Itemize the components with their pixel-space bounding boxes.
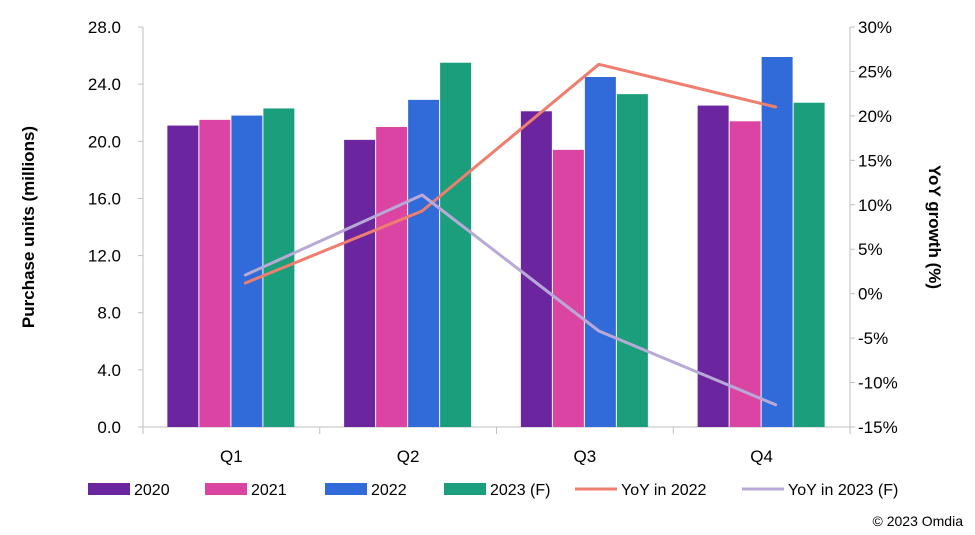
legend-label-2023-f-: 2023 (F) xyxy=(490,482,550,499)
legend-label-2020: 2020 xyxy=(134,482,170,499)
legend-label-yoy-in-2023-f-: YoY in 2023 (F) xyxy=(788,482,898,499)
y2-tick-label: 20% xyxy=(858,107,892,126)
y-tick-label: 8.0 xyxy=(97,304,121,323)
bar-2023-f--q4 xyxy=(793,102,825,427)
y-tick-label: 4.0 xyxy=(97,361,121,380)
legend-swatch-2023-f- xyxy=(444,483,486,495)
bar-2020-q2 xyxy=(344,139,376,427)
bar-2021-q1 xyxy=(199,119,231,427)
y2-tick-label: 25% xyxy=(858,62,892,81)
bar-2022-q1 xyxy=(231,115,263,428)
y2-tick-label: -15% xyxy=(858,418,898,437)
legend-label-2022: 2022 xyxy=(371,482,407,499)
bar-2023-f--q2 xyxy=(440,62,472,427)
y2-tick-label: -5% xyxy=(858,329,888,348)
x-tick-label: Q4 xyxy=(750,447,773,466)
y-tick-label: 16.0 xyxy=(88,189,121,208)
copyright-text: © 2023 Omdia xyxy=(872,513,963,529)
bar-2022-q3 xyxy=(584,77,616,427)
y2-tick-label: 10% xyxy=(858,196,892,215)
y-tick-label: 12.0 xyxy=(88,247,121,266)
bar-2021-q3 xyxy=(552,149,584,427)
bar-2022-q2 xyxy=(408,99,440,427)
y2-tick-label: 30% xyxy=(858,18,892,37)
bar-2021-q2 xyxy=(376,127,408,427)
bar-2023-f--q3 xyxy=(616,94,648,428)
legend-label-yoy-in-2022: YoY in 2022 xyxy=(621,482,707,499)
y2-tick-label: 5% xyxy=(858,240,883,259)
x-tick-label: Q1 xyxy=(220,447,243,466)
y-axis-title: Purchase units (millions) xyxy=(19,126,38,328)
y-tick-label: 20.0 xyxy=(88,132,121,151)
y2-axis-title: YoY growth (%) xyxy=(925,165,944,289)
bar-2020-q3 xyxy=(520,111,552,428)
legend-label-2021: 2021 xyxy=(251,482,287,499)
bar-2021-q4 xyxy=(729,121,761,428)
y2-tick-label: 15% xyxy=(858,151,892,170)
legend-swatch-2022 xyxy=(325,483,367,495)
x-tick-label: Q3 xyxy=(574,447,597,466)
bar-2022-q4 xyxy=(761,57,793,427)
bar-2020-q1 xyxy=(167,125,199,428)
y2-tick-label: 0% xyxy=(858,285,883,304)
y-tick-label: 28.0 xyxy=(88,18,121,37)
legend-swatch-2020 xyxy=(88,483,130,495)
bar-2023-f--q1 xyxy=(263,108,295,427)
x-tick-label: Q2 xyxy=(397,447,420,466)
line-yoy-in-2022 xyxy=(243,62,778,285)
y2-tick-label: -10% xyxy=(858,374,898,393)
line-yoy-in-2023-f- xyxy=(243,193,778,407)
y-tick-label: 0.0 xyxy=(97,418,121,437)
y-tick-label: 24.0 xyxy=(88,75,121,94)
legend-swatch-2021 xyxy=(205,483,247,495)
